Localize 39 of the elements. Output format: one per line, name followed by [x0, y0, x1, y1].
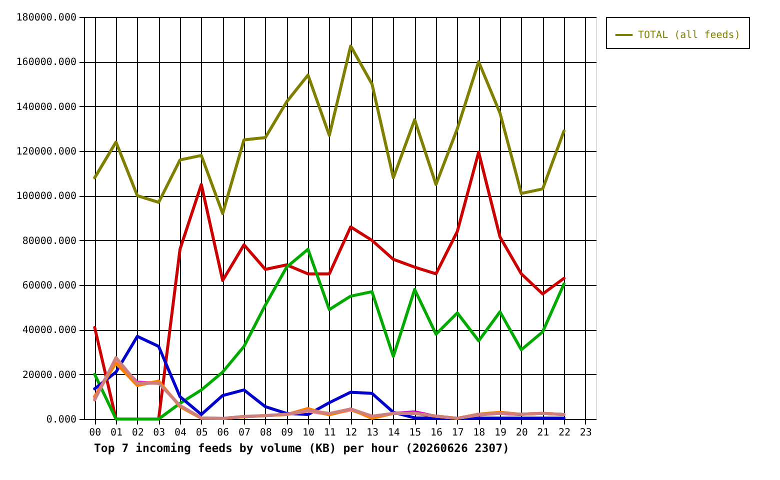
x-tick-label: 09	[281, 428, 294, 438]
x-tick-label: 13	[366, 428, 379, 438]
x-tick-label: 23	[580, 428, 592, 438]
x-tick-label: 10	[302, 428, 315, 438]
y-tick-label: 120000.000	[16, 146, 76, 158]
y-tick-label: 40000.000	[22, 325, 76, 336]
y-tick-label: 160000.000	[16, 57, 76, 68]
x-tick-label: 16	[430, 428, 443, 438]
y-tick-label: 20000.000	[22, 370, 76, 381]
y-tick-label: 80000.000	[22, 236, 76, 247]
x-tick-label: 18	[473, 428, 486, 438]
x-tick-label: 00	[89, 428, 102, 438]
x-tick-label: 04	[174, 428, 187, 438]
y-tick-label: 100000.000	[16, 191, 76, 202]
x-tick-label: 05	[196, 428, 208, 438]
line-series	[93, 248, 566, 420]
legend-label: TOTAL (all feeds)	[638, 30, 740, 41]
x-tick-label: 15	[409, 428, 422, 438]
line-series	[93, 44, 566, 216]
x-tick-label: 02	[132, 428, 144, 438]
y-tick-label: 0.000	[46, 414, 76, 426]
x-tick-label: 22	[558, 428, 571, 438]
x-tick-label: 20	[516, 428, 528, 438]
y-tick-label: 180000.000	[16, 12, 76, 24]
x-tick-label: 14	[388, 428, 400, 438]
x-tick-label: 08	[260, 428, 272, 438]
y-tick-label: 140000.000	[16, 102, 76, 113]
x-tick-label: 21	[537, 428, 550, 438]
y-tick-label: 60000.000	[22, 280, 76, 292]
x-tick-label: 12	[345, 428, 358, 438]
x-tick-label: 19	[494, 428, 507, 438]
line-series	[93, 150, 566, 420]
x-tick-label: 01	[110, 428, 123, 438]
x-tick-label: 07	[238, 428, 251, 438]
x-tick-label: 03	[153, 428, 166, 438]
x-tick-label: 17	[452, 428, 464, 438]
x-tick-label: 11	[324, 428, 336, 438]
text: Top 7 incoming feeds by volume (KB) per hour (20260626 2307)	[94, 441, 510, 455]
x-tick-label: 06	[217, 428, 230, 438]
